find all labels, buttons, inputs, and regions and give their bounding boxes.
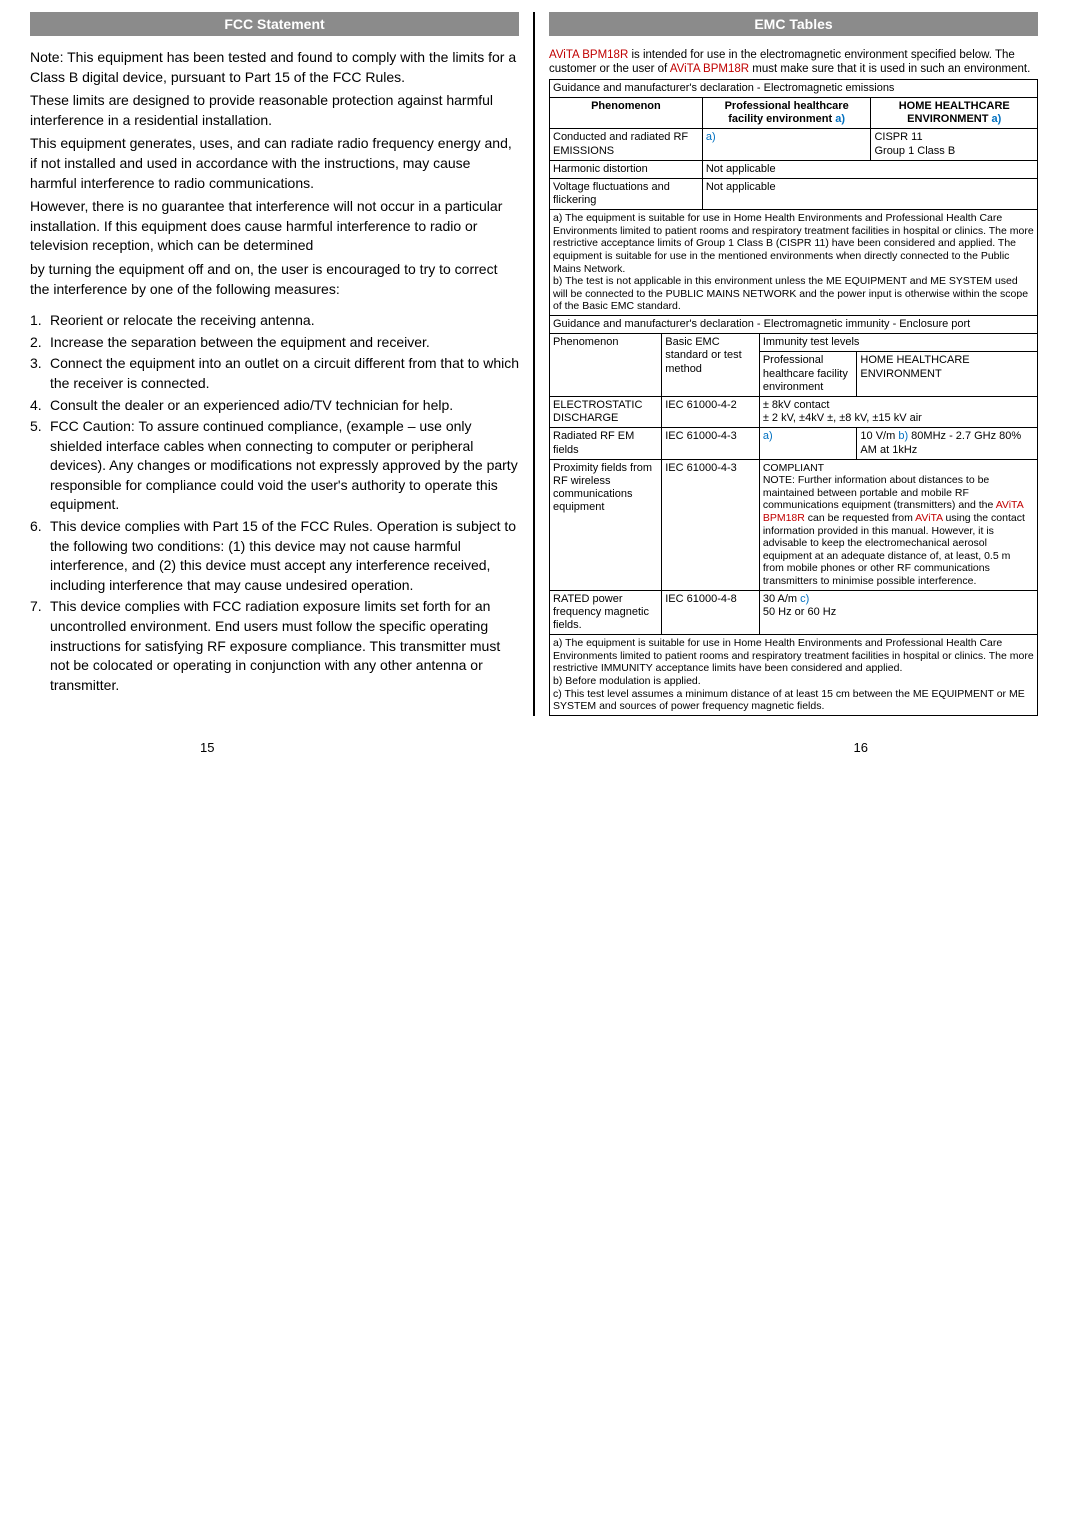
list-item-2: 2.Increase the separation between the eq… bbox=[30, 333, 519, 353]
t2-r4c1: RATED power frequency magnetic fields. bbox=[550, 590, 662, 635]
t2-r3c3: COMPLIANT NOTE: Further information abou… bbox=[759, 459, 1037, 590]
t2-r3c2: IEC 61000-4-3 bbox=[662, 459, 760, 590]
list-item-3: 3.Connect the equipment into an outlet o… bbox=[30, 354, 519, 393]
t1-r3c1: Voltage fluctuations and flickering bbox=[550, 178, 703, 209]
fcc-p3: This equipment generates, uses, and can … bbox=[30, 134, 519, 193]
t2-r2c3a: a) bbox=[759, 428, 857, 459]
t2-r4c3: 30 A/m c) 50 Hz or 60 Hz bbox=[759, 590, 1037, 635]
t2-r2c3b: 10 V/m b) 80MHz - 2.7 GHz 80% AM at 1kHz bbox=[857, 428, 1038, 459]
emc-intro: AViTA BPM18R is intended for use in the … bbox=[549, 48, 1038, 77]
left-column: FCC Statement Note: This equipment has b… bbox=[18, 12, 531, 716]
fcc-p5: by turning the equipment off and on, the… bbox=[30, 260, 519, 299]
t2-h3b: HOME HEALTHCARE ENVIRONMENT bbox=[857, 352, 1038, 397]
t1-r1c1: Conducted and radiated RF EMISSIONS bbox=[550, 129, 703, 160]
t2-r1c3: ± 8kV contact ± 2 kV, ±4kV ±, ±8 kV, ±15… bbox=[759, 396, 1037, 427]
t2-r1c1: ELECTROSTATIC DISCHARGE bbox=[550, 396, 662, 427]
page-num-right: 16 bbox=[854, 740, 868, 755]
page-numbers: 15 16 bbox=[0, 740, 1068, 765]
t1-h3: HOME HEALTHCARE ENVIRONMENT a) bbox=[871, 97, 1038, 128]
t1-h1: Phenomenon bbox=[550, 97, 703, 128]
page-spread: FCC Statement Note: This equipment has b… bbox=[0, 0, 1068, 740]
list-item-5: 5.FCC Caution: To assure continued compl… bbox=[30, 417, 519, 515]
t2-r3c1: Proximity fields from RF wireless commun… bbox=[550, 459, 662, 590]
t1-caption: Guidance and manufacturer's declaration … bbox=[550, 79, 1038, 97]
fcc-p2: These limits are designed to provide rea… bbox=[30, 91, 519, 130]
t1-r2c1: Harmonic distortion bbox=[550, 160, 703, 178]
list-item-7: 7.This device complies with FCC radiatio… bbox=[30, 597, 519, 695]
t2-r1c2: IEC 61000-4-2 bbox=[662, 396, 760, 427]
fcc-body: Note: This equipment has been tested and… bbox=[30, 48, 519, 695]
t1-r1c2: a) bbox=[702, 129, 871, 160]
column-divider bbox=[533, 12, 535, 716]
page-num-left: 15 bbox=[200, 740, 214, 755]
fcc-header: FCC Statement bbox=[30, 12, 519, 36]
t2-r2c2: IEC 61000-4-3 bbox=[662, 428, 760, 459]
emc-header: EMC Tables bbox=[549, 12, 1038, 36]
t2-caption: Guidance and manufacturer's declaration … bbox=[550, 316, 1038, 334]
t2-h3a: Professional healthcare facility environ… bbox=[759, 352, 857, 397]
t2-r4c2: IEC 61000-4-8 bbox=[662, 590, 760, 635]
t2-note: a) The equipment is suitable for use in … bbox=[550, 635, 1038, 716]
t2-r2c1: Radiated RF EM fields bbox=[550, 428, 662, 459]
list-item-4: 4.Consult the dealer or an experienced a… bbox=[30, 396, 519, 416]
emissions-table: Guidance and manufacturer's declaration … bbox=[549, 79, 1038, 316]
t2-h1: Phenomenon bbox=[550, 334, 662, 397]
t2-h3: Immunity test levels bbox=[759, 334, 1037, 352]
list-item-1: 1.Reorient or relocate the receiving ant… bbox=[30, 311, 519, 331]
right-column: EMC Tables AViTA BPM18R is intended for … bbox=[537, 12, 1050, 716]
t1-r1c3: CISPR 11 Group 1 Class B bbox=[871, 129, 1038, 160]
t2-h2: Basic EMC standard or test method bbox=[662, 334, 760, 397]
t1-h2: Professional healthcare facility environ… bbox=[702, 97, 871, 128]
list-item-6: 6.This device complies with Part 15 of t… bbox=[30, 517, 519, 595]
t1-r2c2: Not applicable bbox=[702, 160, 1037, 178]
fcc-p1: Note: This equipment has been tested and… bbox=[30, 48, 519, 87]
fcc-p4: However, there is no guarantee that inte… bbox=[30, 197, 519, 256]
immunity-table: Guidance and manufacturer's declaration … bbox=[549, 315, 1038, 716]
t1-note: a) The equipment is suitable for use in … bbox=[550, 210, 1038, 316]
t1-r3c2: Not applicable bbox=[702, 178, 1037, 209]
